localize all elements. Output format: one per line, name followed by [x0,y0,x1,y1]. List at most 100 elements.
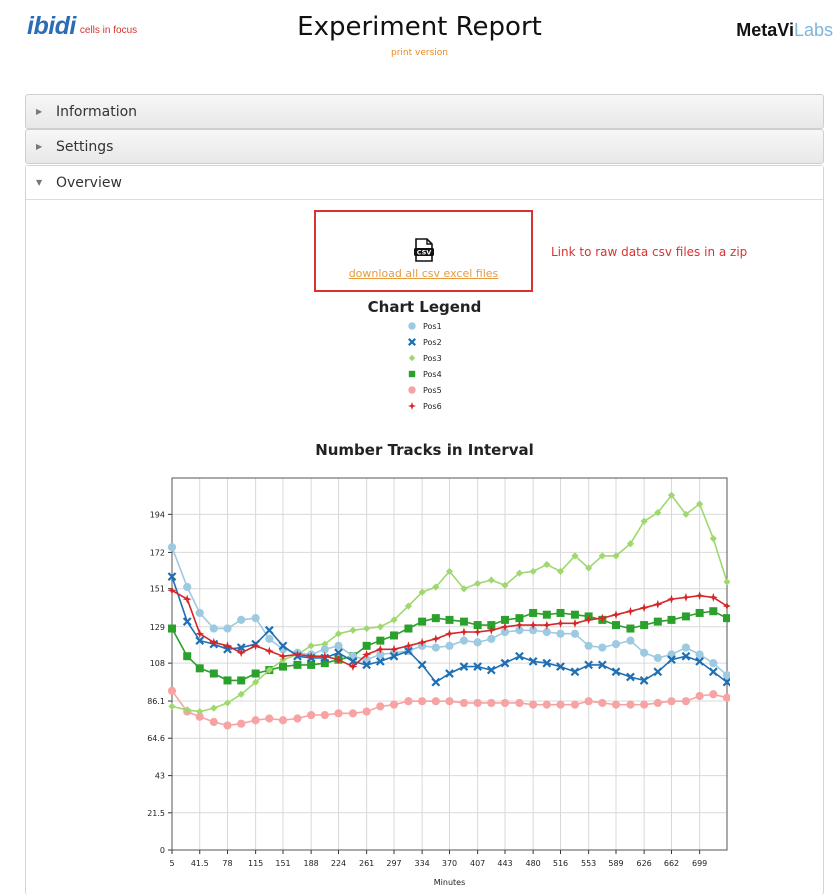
x-tick-label: 553 [581,859,596,868]
data-point-pos1 [722,671,730,680]
data-point-pos5 [681,697,691,706]
data-point-pos3 [210,704,218,712]
csv-file-icon[interactable]: CSV [316,238,531,266]
data-point-pos4 [237,676,246,685]
data-point-pos4 [195,664,204,673]
csv-annotation: Link to raw data csv files in a zip [551,245,748,259]
data-point-pos3 [626,540,635,548]
y-tick-label: 108 [150,659,165,668]
data-point-pos4 [653,617,662,626]
data-point-pos5 [389,700,399,709]
x-tick-label: 224 [331,859,346,868]
data-point-pos2 [389,651,399,661]
settings-panel[interactable]: ▶ Settings [25,129,824,164]
data-point-pos5 [709,690,718,699]
data-point-pos5 [570,700,580,709]
legend-marker-shape [408,402,416,410]
y-tick-label: 21.5 [147,809,165,818]
settings-panel-header[interactable]: ▶ Settings [26,130,823,163]
data-point-pos4 [251,669,260,678]
download-csv-link[interactable]: download all csv excel files [348,267,499,280]
data-point-pos6 [431,634,441,644]
data-point-pos1 [584,641,593,650]
y-tick-label: 151 [150,585,165,594]
data-point-pos2 [473,662,483,671]
chevron-right-icon: ▶ [36,107,43,116]
data-point-pos3 [168,702,176,710]
legend-item-pos6: Pos6 [407,398,442,414]
data-point-pos1 [459,636,469,645]
data-point-pos6 [486,625,496,635]
data-point-pos6 [611,610,621,620]
data-point-pos2 [722,677,730,687]
ibidi-tagline: cells in focus [79,25,138,36]
data-point-pos2 [459,662,469,671]
chart-title: Number Tracks in Interval [315,441,534,459]
legend-marker-pos3-icon [408,354,416,362]
data-point-pos4 [515,614,524,623]
data-point-pos4 [695,608,704,617]
data-point-pos3 [196,707,204,716]
labs-logo-text: Labs [793,20,833,40]
data-point-pos5 [431,697,440,706]
data-point-pos4 [223,676,232,685]
data-point-pos2 [597,660,607,670]
data-point-pos2 [556,662,565,671]
data-point-pos6 [542,620,552,630]
data-point-pos2 [667,655,676,665]
data-point-pos5 [223,721,232,730]
data-point-pos1 [265,634,274,644]
data-point-pos3 [376,623,384,631]
data-point-pos1 [709,659,718,668]
data-point-pos5 [584,697,593,706]
data-point-pos5 [376,702,385,711]
legend-marker-pos6-icon [408,402,416,410]
x-tick-label: 188 [303,859,318,868]
data-point-pos3 [529,567,537,576]
legend-label: Pos2 [423,337,442,347]
data-point-pos4 [320,659,329,668]
data-point-pos6 [570,618,580,628]
x-tick-label: 5 [169,859,174,868]
data-point-pos1 [611,640,621,649]
y-tick-label: 129 [150,623,165,632]
data-point-pos2 [334,648,343,658]
data-point-pos4 [723,614,730,623]
y-tick-label: 194 [150,510,165,519]
legend-marker-pos5-icon [408,386,416,394]
overview-panel: ▼ Overview [25,165,824,895]
data-point-pos4 [307,660,316,669]
data-point-pos4 [459,617,468,626]
data-point-pos5 [307,710,316,720]
data-point-pos4 [612,621,620,630]
data-point-pos2 [375,657,385,666]
legend-marker-shape [408,322,416,330]
y-tick-label: 0 [160,846,165,855]
data-point-pos6 [182,594,192,604]
data-point-pos6 [639,603,649,613]
data-point-pos2 [182,617,192,626]
x-tick-label: 115 [248,859,263,868]
information-panel[interactable]: ▶ Information [25,94,824,129]
data-point-pos4 [487,621,496,630]
data-point-pos2 [542,658,552,668]
data-point-pos3 [696,500,704,508]
data-point-pos1 [487,634,496,644]
information-panel-header[interactable]: ▶ Information [26,95,823,128]
data-point-pos2 [264,625,274,635]
data-point-pos2 [570,667,580,677]
x-tick-label: 407 [470,859,485,868]
overview-panel-header[interactable]: ▼ Overview [26,166,823,200]
data-point-pos5 [167,686,177,695]
data-point-pos2 [362,660,372,670]
data-point-pos6 [334,655,343,665]
data-point-pos5 [362,707,371,716]
data-point-pos1 [667,650,676,659]
report-header: ibidi cells in focus Experiment Report p… [0,0,839,92]
data-point-pos6 [348,662,358,672]
data-point-pos5 [334,709,343,718]
data-point-pos2 [417,660,427,670]
legend-marker-pos2-icon [408,338,416,346]
data-point-pos6 [653,599,663,609]
series-pos6 [167,585,730,672]
